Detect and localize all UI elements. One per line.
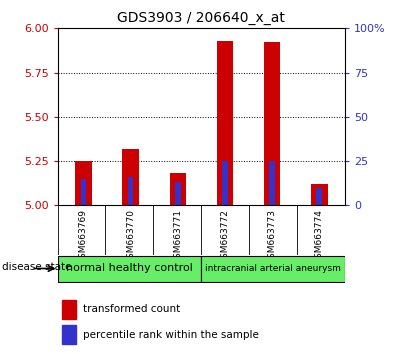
Bar xyxy=(62,325,76,344)
Title: GDS3903 / 206640_x_at: GDS3903 / 206640_x_at xyxy=(118,11,285,24)
Text: transformed count: transformed count xyxy=(83,304,180,314)
Text: normal healthy control: normal healthy control xyxy=(66,263,193,274)
Bar xyxy=(264,42,280,205)
Text: GSM663774: GSM663774 xyxy=(315,209,324,264)
Text: intracranial arterial aneurysm: intracranial arterial aneurysm xyxy=(206,264,341,273)
Text: GSM663771: GSM663771 xyxy=(173,209,182,264)
Bar xyxy=(222,161,228,205)
Text: GSM663770: GSM663770 xyxy=(126,209,135,264)
Text: GSM663773: GSM663773 xyxy=(268,209,277,264)
Bar xyxy=(201,256,345,282)
Bar xyxy=(269,161,275,205)
Text: GSM663772: GSM663772 xyxy=(220,209,229,264)
Bar xyxy=(128,177,134,205)
Bar xyxy=(217,41,233,205)
Bar xyxy=(75,161,92,205)
Text: disease state: disease state xyxy=(2,262,72,272)
Text: percentile rank within the sample: percentile rank within the sample xyxy=(83,330,259,340)
Bar xyxy=(316,188,322,205)
Bar xyxy=(175,182,181,205)
Bar xyxy=(122,149,139,205)
Bar xyxy=(62,300,76,319)
Bar xyxy=(170,173,186,205)
Text: GSM663769: GSM663769 xyxy=(79,209,88,264)
Bar xyxy=(81,179,86,205)
Bar xyxy=(58,256,201,282)
Bar xyxy=(311,184,328,205)
